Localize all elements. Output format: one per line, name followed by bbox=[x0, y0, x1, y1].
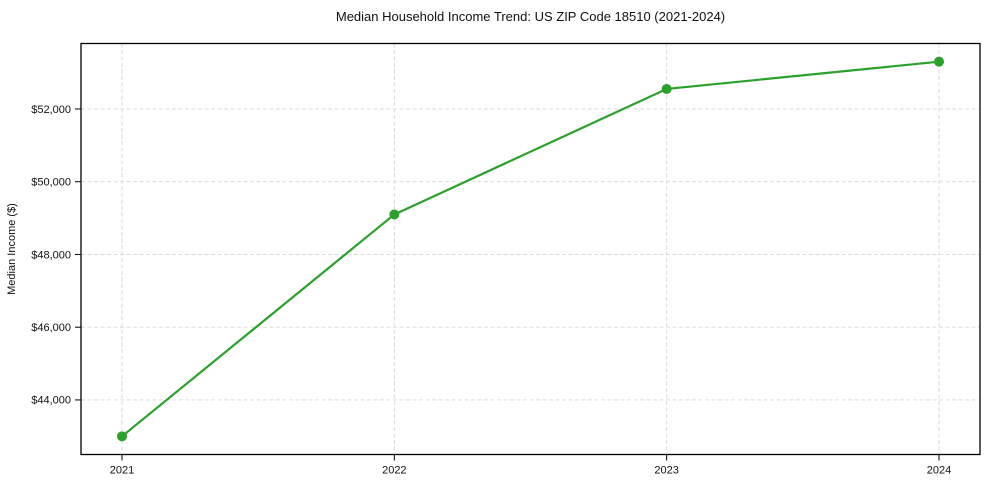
data-point bbox=[661, 83, 672, 94]
data-point bbox=[117, 431, 127, 442]
chart-title: Median Household Income Trend: US ZIP Co… bbox=[336, 9, 725, 24]
y-tick-label: $44,000 bbox=[31, 395, 71, 407]
y-axis-label: Median Income ($) bbox=[6, 203, 18, 295]
y-tick-label: $52,000 bbox=[31, 104, 71, 116]
y-tick-label: $46,000 bbox=[31, 322, 71, 334]
data-point bbox=[934, 56, 944, 67]
gridlines bbox=[81, 43, 980, 455]
x-tick-label: 2024 bbox=[927, 465, 951, 477]
plot-border bbox=[80, 42, 981, 456]
axis-tick-labels: $44,000 $46,000 $48,000 $50,000 $52,000 2021 2… bbox=[31, 104, 951, 477]
axis-ticks bbox=[75, 108, 940, 461]
x-tick-label: 2022 bbox=[382, 465, 406, 477]
y-tick-label: $48,000 bbox=[31, 249, 71, 261]
trend-line bbox=[120, 60, 941, 438]
data-series bbox=[117, 56, 944, 442]
data-point bbox=[389, 209, 400, 220]
y-tick-label: $50,000 bbox=[31, 177, 71, 189]
x-tick-label: 2021 bbox=[110, 465, 134, 477]
x-tick-label: 2023 bbox=[654, 465, 678, 477]
